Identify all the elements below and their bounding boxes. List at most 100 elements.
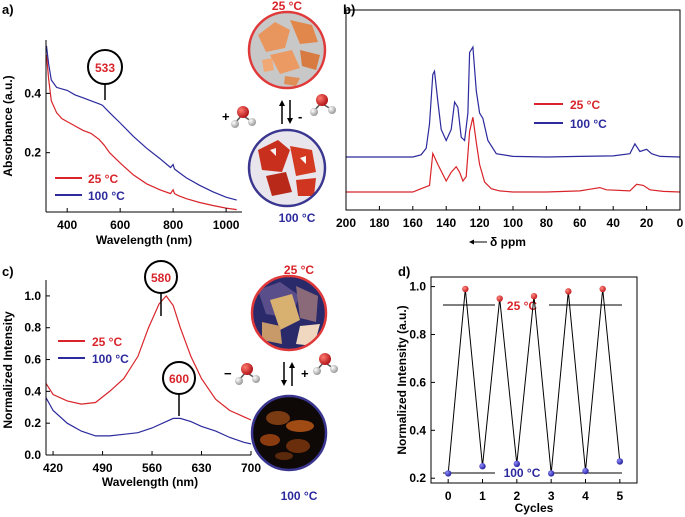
sign-right: + [301,366,309,381]
panel-c-legend: 25 °C 100 °C [58,335,129,366]
y-tick-label: 0.4 [24,384,41,398]
panel-a-xlabel: Wavelength (nm) [96,233,192,247]
x-tick-label: 5 [616,489,623,503]
x-tick-label: 490 [93,461,113,475]
legend-label-25c: 25 °C [92,335,122,349]
photo-c-bottom-frame [250,394,328,472]
series-line-0 [346,117,680,193]
panel-c-callout-circle-2 [162,361,196,395]
panel-b-series [346,45,680,193]
photo-c-top-label: 25 °C [284,263,314,277]
photo-bottom-image [249,130,325,206]
point-100c [547,470,555,477]
photo-group-bottom: 25 °C 100 °C − [224,263,338,503]
y-tick-label: 0.8 [24,321,41,335]
x-tick-label: 420 [43,461,63,475]
y-tick-label: 0.4 [409,423,426,437]
panel-a: a) 400 600 800 1000 0.20.4 Wavelength (nm) … [1,2,242,247]
arrow-left-icon-head [469,239,474,245]
panel-d-x-ticks: 0 1 2 3 4 5 [445,479,623,503]
y-tick-label: 1.0 [24,289,41,303]
x-tick-label: 120 [470,216,490,230]
legend-label-25c: 25 °C [88,172,118,186]
panel-c-series [46,294,251,445]
panel-d-ylabel: Normalized Intensity (a.u.) [395,305,409,454]
x-tick-label: 40 [607,216,621,230]
x-tick-label: 800 [163,218,183,232]
y-tick-label: 0.2 [24,416,41,430]
panel-c-callout-circle-1 [144,260,178,294]
x-tick-label: 400 [57,218,77,232]
x-tick-label: 600 [110,218,130,232]
series-line-1 [46,397,251,445]
photo-c-top-frame [250,274,328,352]
x-tick-label: 160 [403,216,423,230]
point-100c [444,470,452,477]
y-tick-label: 1.0 [409,280,426,294]
panel-c: c) 420 490 560 630 700 0.0 0.2 0.4 0.6 0.8 1.0 Wa… [1,260,261,489]
x-tick-label: 560 [142,461,162,475]
x-tick-label: 200 [336,216,356,230]
sign-left: + [222,109,230,124]
photo-top-frame [247,10,327,90]
water-molecule-icon [310,94,336,116]
x-tick-label: 20 [640,216,654,230]
panel-c-callout-label-1: 580 [151,271,171,285]
panel-d-plot [444,285,624,477]
series-line-1 [46,45,237,201]
photo-top-label: 25 °C [272,0,302,13]
series-line-0 [46,54,237,211]
series-line-0 [46,294,251,421]
panel-d-frame [430,276,638,484]
x-tick-label: 1 [479,489,486,503]
photo-c-bottom-label: 100 °C [281,489,318,503]
point-25c [496,295,503,302]
y-tick-label: 0.2 [409,471,426,485]
water-molecule-icon [231,106,256,128]
panel-d-xlabel: Cycles [515,501,554,515]
x-tick-label: 100 [503,216,523,230]
panel-c-x-ticks: 420 490 560 630 700 [43,451,261,475]
panel-b-legend: 25 °C 100 °C [534,98,607,131]
panel-c-xlabel: Wavelength (nm) [102,475,198,489]
panel-d-letter: d) [398,264,410,279]
water-molecule-icon [313,353,338,375]
panel-c-letter: c) [2,264,14,279]
x-tick-label: 700 [241,461,261,475]
panel-a-callout-label: 533 [95,61,115,75]
sign-right: - [298,109,302,124]
panel-d-band-top: 25 °C [507,299,537,313]
double-arrow-icon [281,362,295,386]
x-tick-label: 140 [436,216,456,230]
panel-b-xlabel: δ ppm [490,235,526,249]
panel-c-callout-label-2: 600 [169,372,189,386]
point-100c [616,458,624,465]
panel-a-series [46,45,237,211]
photo-c-bottom-image [252,396,326,470]
panel-c-ylabel: Normalized Intensity [1,311,15,429]
x-tick-label: 80 [540,216,554,230]
cycle-line [447,288,621,474]
panel-a-callout-circle [87,49,123,85]
point-25c [599,285,606,293]
equilibrium-a: + - [222,94,336,128]
point-100c [582,467,589,475]
x-tick-label: 180 [369,216,389,230]
water-molecule-icon [235,363,260,385]
point-25c [565,288,572,295]
x-tick-label: 3 [548,489,555,503]
equilibrium-c: − + [224,353,338,386]
legend-label-100c: 100 °C [88,189,125,203]
x-tick-label: 630 [192,461,212,475]
panel-d-y-ticks: 0.2 0.4 0.6 0.8 1.0 [409,280,435,485]
legend-label-25c: 25 °C [570,98,600,112]
legend-label-100c: 100 °C [570,117,607,131]
y-tick-label: 0.8 [409,327,426,341]
x-tick-label: 0 [677,216,684,230]
photo-group-top: 25 °C 100 °C + [222,0,336,225]
panel-a-letter: a) [2,2,14,17]
panel-d: d) 25 °C 100 °C 0 1 2 3 4 5 0.2 0.4 0.6 0.8 1.0 C… [395,264,638,515]
point-100c [513,460,521,468]
x-tick-label: 4 [582,489,589,503]
